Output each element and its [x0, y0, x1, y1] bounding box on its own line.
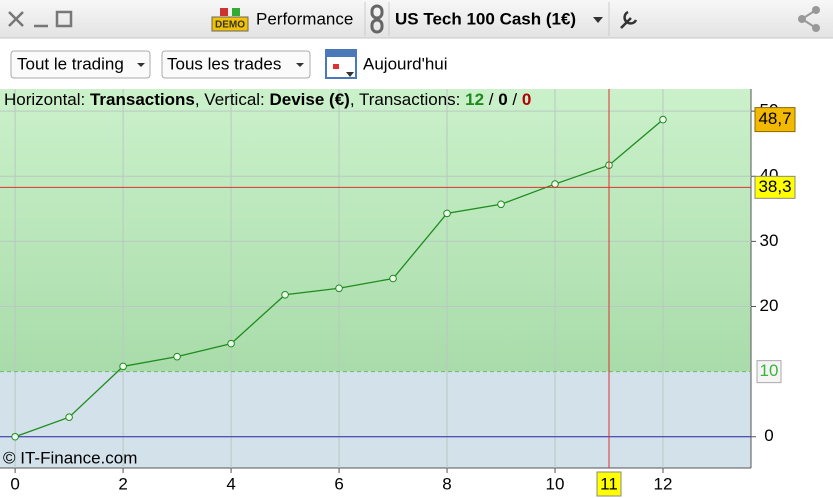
point	[227, 339, 235, 348]
crosshair-y-badge	[754, 175, 796, 199]
x-tick-label: 10	[546, 474, 565, 493]
info-part: , Vertical:	[195, 90, 270, 109]
info-part: Devise (€)	[270, 90, 350, 109]
info-part: Transactions	[90, 90, 195, 109]
y-tick-label: 20	[760, 296, 779, 315]
info-part: /	[508, 90, 522, 109]
share-icon[interactable]	[798, 6, 820, 32]
scope-label[interactable]: Tout le trading	[17, 54, 124, 73]
trades-dropdown[interactable]	[161, 50, 311, 79]
info-part: Horizontal:	[4, 90, 90, 109]
last-value-badge	[754, 107, 796, 133]
chart-info: Horizontal: Transactions, Vertical: Devi…	[4, 90, 531, 109]
threshold-label: 10	[760, 361, 779, 380]
info-part: 0	[498, 90, 507, 109]
y-tick-label: 30	[760, 231, 779, 250]
point	[497, 200, 505, 209]
upper-zone	[0, 89, 751, 372]
crosshair-x-label: 11	[600, 474, 618, 493]
settings-icon[interactable]	[620, 10, 638, 29]
info-part: 12	[465, 90, 484, 109]
window-buttons[interactable]	[8, 10, 73, 28]
point	[551, 180, 559, 188]
bottom-axis	[0, 468, 833, 498]
x-tick-label: 12	[654, 474, 673, 493]
point	[11, 432, 19, 441]
crosshair-y-label: 38,3	[758, 177, 791, 196]
info-part: , Transactions:	[350, 90, 465, 109]
instrument-label[interactable]: US Tech 100 Cash (1€)	[395, 9, 576, 28]
point	[281, 290, 289, 299]
point	[659, 115, 667, 124]
info-part: 0	[522, 90, 531, 109]
info-part: /	[484, 90, 498, 109]
point	[389, 274, 397, 283]
x-tick-label: 8	[442, 474, 451, 493]
calendar-icon[interactable]	[325, 49, 357, 79]
point	[173, 352, 181, 361]
x-tick-label: 6	[334, 474, 343, 493]
point	[443, 209, 451, 218]
right-axis	[751, 89, 833, 498]
x-tick-label: 4	[226, 474, 235, 493]
footer: © IT-Finance.com	[3, 448, 137, 467]
crosshair-x-badge	[596, 471, 622, 497]
threshold-badge	[756, 360, 782, 384]
demo-badge	[211, 16, 249, 32]
last-value-label: 48,7	[758, 109, 791, 128]
performance-label[interactable]: Performance	[256, 9, 353, 28]
trades-label[interactable]: Tous les trades	[167, 54, 281, 73]
x-tick-label: 2	[118, 474, 127, 493]
demo-label: DEMO	[215, 20, 245, 31]
link-icon[interactable]	[370, 4, 384, 34]
x-tick-label: 0	[10, 474, 19, 493]
point	[335, 284, 343, 293]
toolbar	[0, 0, 833, 38]
point	[65, 413, 73, 422]
y-tick-label: 0	[764, 426, 773, 445]
point	[119, 362, 127, 371]
scope-dropdown[interactable]	[10, 50, 151, 79]
lower-zone	[0, 371, 751, 468]
date-label[interactable]: Aujourd'hui	[363, 54, 448, 73]
